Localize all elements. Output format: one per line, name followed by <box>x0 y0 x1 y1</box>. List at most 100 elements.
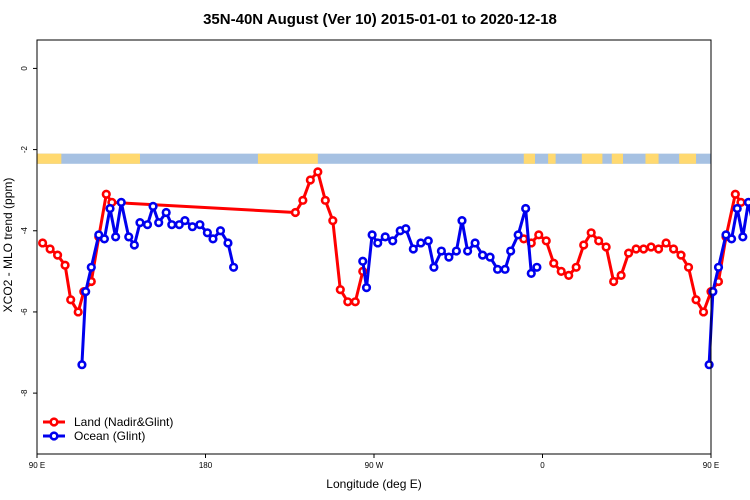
ocean-glint-point <box>726 234 737 244</box>
ocean-glint-point <box>208 234 218 244</box>
land-band-segment <box>679 153 697 164</box>
land-band-segment <box>523 153 536 164</box>
ocean-glint-point <box>416 238 426 248</box>
ocean-glint-point <box>388 236 398 246</box>
ocean-glint-point <box>99 234 109 244</box>
ocean-glint-point <box>129 240 139 250</box>
land-band-segment <box>581 153 603 164</box>
land-nadir-glint-point <box>549 258 559 268</box>
ocean-glint-point <box>174 220 184 230</box>
land-band-segment <box>645 153 659 164</box>
land-nadir-glint-point <box>601 242 611 252</box>
y-tick-label: 0 <box>20 66 29 71</box>
ocean-glint-point <box>81 287 91 297</box>
ocean-glint-point <box>738 232 748 242</box>
x-tick-label: 0 <box>540 461 545 470</box>
land-nadir-glint-point <box>343 297 353 307</box>
ocean-glint-point <box>202 228 212 238</box>
land-nadir-glint-point <box>298 195 308 205</box>
land-nadir-glint-point <box>305 175 315 185</box>
legend-label: Land (Nadir&Glint) <box>74 415 173 429</box>
land-nadir-glint-line <box>41 170 365 314</box>
land-band-segment <box>548 153 556 164</box>
ocean-glint-point <box>532 262 542 272</box>
ocean-glint-point <box>148 201 158 212</box>
y-axis: 0 -2 -4 -6 -8 <box>20 66 37 397</box>
land-nadir-glint-point <box>730 189 740 199</box>
land-nadir-glint-point <box>586 228 596 238</box>
x-tick-label: 90 E <box>703 461 719 470</box>
ocean-glint-point <box>135 218 145 228</box>
land-nadir-glint-point <box>594 236 604 246</box>
x-axis-label: Longitude (deg E) <box>326 477 421 491</box>
ocean-glint-point <box>463 246 473 256</box>
ocean-glint-point <box>436 246 447 256</box>
land-nadir-glint-point <box>534 230 544 240</box>
ocean-glint-point <box>451 246 461 256</box>
ocean-glint-point <box>423 236 433 246</box>
ocean-glint-point <box>470 238 480 248</box>
x-tick-label: 90 W <box>365 461 384 470</box>
ocean-glint-point <box>142 220 153 230</box>
x-tick-label: 90 E <box>29 461 45 470</box>
ocean-glint-point <box>401 224 411 234</box>
land-nadir-glint-point <box>691 295 701 305</box>
land-band-segment <box>611 153 624 164</box>
ocean-glint-point <box>506 246 516 256</box>
ocean-glint-point <box>77 360 87 370</box>
x-tick-label: 180 <box>199 461 213 470</box>
land-nadir-glint-point <box>609 276 619 287</box>
land-nadir-glint-point <box>313 167 323 177</box>
land-band-segment <box>110 153 140 164</box>
ocean-glint-point <box>408 244 418 254</box>
ocean-glint-point <box>358 256 368 266</box>
land-nadir-glint-point <box>571 262 581 272</box>
ocean-glint-point <box>161 207 171 218</box>
ocean-glint-point <box>521 203 531 214</box>
ocean-glint-point <box>373 238 383 248</box>
land-nadir-glint-point <box>541 236 551 246</box>
land-nadir-glint-point <box>668 244 679 254</box>
ocean-glint-point <box>105 203 115 214</box>
ocean-glint-point <box>187 222 197 232</box>
legend-marker <box>49 431 59 441</box>
land-band-segment <box>37 153 62 164</box>
ocean-glint-point <box>111 232 121 242</box>
land-nadir-glint-point <box>646 242 656 252</box>
ocean-glint-point <box>526 268 536 278</box>
plot-series <box>38 167 750 370</box>
ocean-glint-point <box>195 220 205 230</box>
ocean-glint-point <box>361 282 372 293</box>
land-nadir-glint-point <box>661 238 671 248</box>
x-axis: 90 E 180 90 W 0 90 E <box>29 454 719 470</box>
ocean-band <box>37 153 711 164</box>
land-nadir-glint-point <box>73 307 83 317</box>
land-nadir-glint-point <box>52 250 63 260</box>
ocean-glint-point <box>485 252 495 262</box>
ocean-glint-point <box>444 252 454 262</box>
legend-label: Ocean (Glint) <box>74 429 145 443</box>
land-nadir-glint-point <box>45 244 55 254</box>
ocean-glint-point <box>743 197 750 207</box>
ocean-glint-point <box>154 218 164 228</box>
ocean-glint-point <box>86 262 96 272</box>
land-nadir-glint-point <box>579 240 589 250</box>
land-nadir-glint-point <box>60 260 70 270</box>
land-nadir-glint-point <box>335 285 345 295</box>
land-nadir-glint-point <box>564 270 574 281</box>
ocean-glint-point <box>180 216 190 226</box>
legend-marker <box>49 417 59 427</box>
land-nadir-glint-point <box>328 216 338 226</box>
ocean-glint-point <box>492 264 503 274</box>
land-nadir-glint-point <box>631 244 641 254</box>
ocean-glint-point <box>429 262 439 272</box>
land-nadir-glint-point <box>101 189 111 199</box>
chart-title: 35N-40N August (Ver 10) 2015-01-01 to 20… <box>203 11 557 28</box>
ocean-glint-point <box>367 230 377 240</box>
land-nadir-glint-point <box>290 207 300 218</box>
ocean-glint-point <box>513 230 523 240</box>
ocean-glint-point <box>457 216 467 226</box>
land-nadir-glint-point <box>556 266 566 276</box>
land-nadir-glint-point <box>624 248 634 258</box>
